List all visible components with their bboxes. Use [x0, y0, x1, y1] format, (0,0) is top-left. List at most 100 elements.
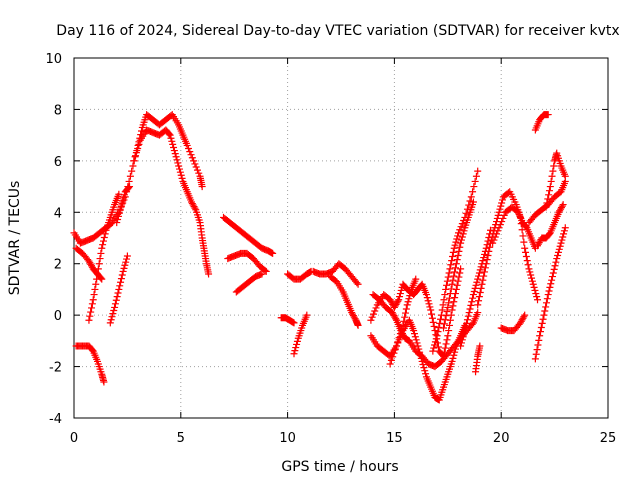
data-point [457, 236, 465, 244]
chart-title: Day 116 of 2024, Sidereal Day-to-day VTE… [56, 23, 619, 39]
data-point [462, 323, 470, 331]
data-point [96, 255, 104, 263]
data-point [117, 278, 125, 286]
data-point [443, 281, 451, 289]
series-main-arc-b [130, 126, 213, 278]
data-point [439, 351, 447, 359]
data-point [291, 347, 299, 355]
data-point [545, 230, 553, 238]
data-point [97, 249, 105, 257]
data-point [293, 340, 301, 348]
data-point [557, 205, 565, 213]
data-point [429, 318, 437, 326]
data-point [540, 311, 548, 319]
data-point [519, 314, 527, 322]
data-point [393, 299, 401, 307]
series-mid-a [220, 213, 277, 257]
data-point [535, 336, 543, 344]
data-point [458, 220, 466, 228]
data-point [413, 339, 421, 347]
x-tick-label: 10 [279, 431, 296, 446]
data-point [522, 223, 530, 231]
y-tick-label: -2 [49, 361, 62, 376]
data-point [128, 167, 136, 175]
x-tick-label: 5 [177, 431, 185, 446]
data-point [446, 265, 454, 273]
data-point [494, 227, 502, 235]
data-point [441, 344, 449, 352]
data-point [114, 215, 122, 223]
data-point [480, 272, 488, 280]
data-point [474, 301, 482, 309]
data-point [109, 310, 117, 318]
data-point [443, 277, 451, 285]
data-point [354, 280, 362, 288]
data-point [546, 283, 554, 291]
data-point [477, 263, 485, 271]
data-point [446, 321, 454, 329]
data-point [439, 301, 447, 309]
data-point [405, 295, 413, 303]
data-point [549, 269, 557, 277]
data-point [87, 260, 95, 268]
data-point [482, 260, 490, 268]
data-point [542, 303, 550, 311]
data-point [444, 273, 452, 281]
data-point [464, 312, 472, 320]
data-point [442, 312, 450, 320]
data-point [548, 172, 556, 180]
data-point [456, 269, 464, 277]
data-point [424, 297, 432, 305]
data-point [389, 353, 397, 361]
x-tick-label: 15 [386, 431, 403, 446]
data-point [123, 252, 131, 260]
data-point [412, 275, 420, 283]
data-point [420, 364, 428, 372]
data-point [457, 239, 465, 247]
series-mid-b [224, 249, 270, 275]
data-point [440, 352, 448, 360]
data-point [445, 327, 453, 335]
series-early-c [85, 190, 123, 324]
data-point [187, 198, 195, 206]
data-point [451, 264, 459, 272]
data-point [472, 172, 480, 180]
data-point [479, 276, 487, 284]
data-point [348, 309, 356, 317]
data-point [269, 249, 277, 257]
data-point [455, 273, 463, 281]
data-point [388, 309, 396, 317]
data-point [450, 298, 458, 306]
data-point [454, 232, 462, 240]
data-point [470, 287, 478, 295]
data-point [118, 200, 126, 208]
data-point [85, 316, 93, 324]
series-early-e [113, 183, 134, 227]
data-point [549, 167, 557, 175]
data-point [434, 343, 442, 351]
data-point [545, 191, 553, 199]
series-mid-c [232, 270, 266, 296]
data-point [132, 149, 140, 157]
data-point [476, 342, 484, 350]
data-point [472, 281, 480, 289]
data-point [516, 319, 524, 327]
data-point [188, 200, 196, 208]
data-point [556, 242, 564, 250]
data-point [403, 301, 411, 309]
data-point [448, 257, 456, 265]
data-point [536, 332, 544, 340]
data-point [86, 312, 94, 320]
data-point [392, 300, 400, 308]
data-point [186, 148, 194, 156]
data-point [550, 162, 558, 170]
data-point [407, 289, 415, 297]
data-point [560, 230, 568, 238]
data-point [191, 160, 199, 168]
data-point [446, 290, 454, 298]
data-point [93, 275, 101, 283]
data-point [94, 265, 102, 273]
data-point [528, 277, 536, 285]
data-point [531, 355, 539, 363]
